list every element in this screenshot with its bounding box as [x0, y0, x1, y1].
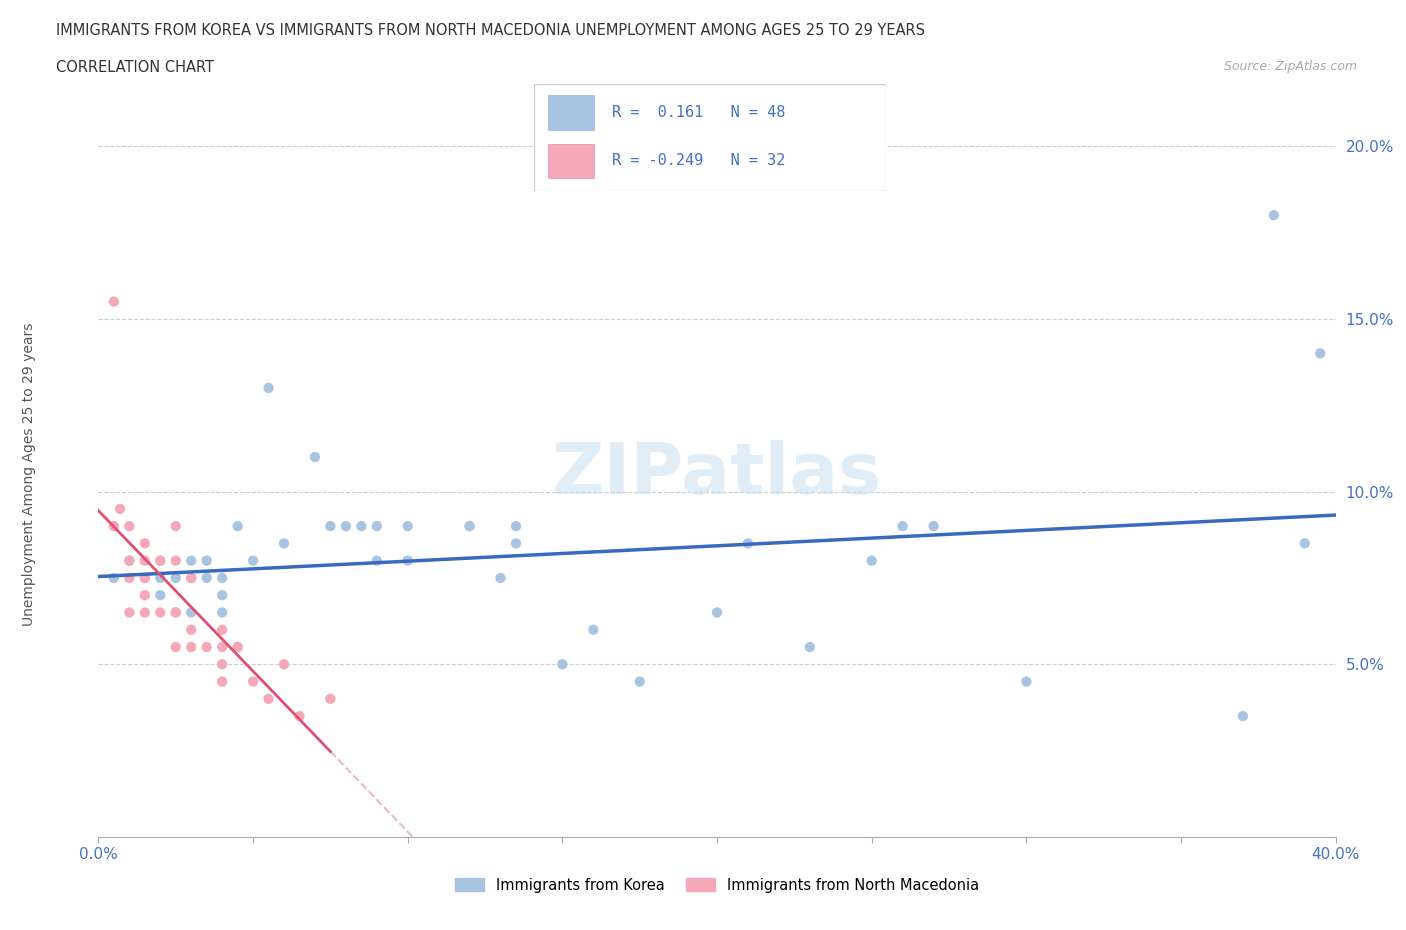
Point	[118, 570, 141, 585]
Text: IMMIGRANTS FROM KOREA VS IMMIGRANTS FROM NORTH MACEDONIA UNEMPLOYMENT AMONG AGES: IMMIGRANTS FROM KOREA VS IMMIGRANTS FROM…	[56, 23, 925, 38]
Bar	[548, 96, 593, 129]
Legend: Immigrants from Korea, Immigrants from North Macedonia: Immigrants from Korea, Immigrants from N…	[449, 872, 986, 898]
Point	[103, 294, 125, 309]
Point	[118, 605, 141, 620]
Point	[458, 519, 481, 534]
Point	[211, 570, 233, 585]
Point	[242, 553, 264, 568]
Text: R =  0.161   N = 48: R = 0.161 N = 48	[612, 105, 785, 120]
Point	[226, 640, 249, 655]
Point	[211, 640, 233, 655]
Point	[165, 519, 187, 534]
Point	[149, 605, 172, 620]
Point	[180, 570, 202, 585]
Point	[505, 536, 527, 551]
Point	[860, 553, 883, 568]
Point	[134, 605, 156, 620]
Point	[149, 553, 172, 568]
Point	[118, 519, 141, 534]
Text: R = -0.249   N = 32: R = -0.249 N = 32	[612, 153, 785, 168]
Point	[489, 570, 512, 585]
Point	[165, 553, 187, 568]
Point	[211, 657, 233, 671]
Text: Source: ZipAtlas.com: Source: ZipAtlas.com	[1223, 60, 1357, 73]
Point	[180, 570, 202, 585]
Point	[737, 536, 759, 551]
Point	[180, 622, 202, 637]
Point	[165, 605, 187, 620]
Text: ZIPatlas: ZIPatlas	[553, 440, 882, 509]
Point	[108, 501, 131, 516]
Point	[396, 553, 419, 568]
Point	[226, 640, 249, 655]
Point	[366, 519, 388, 534]
Point	[103, 570, 125, 585]
Point	[195, 640, 218, 655]
Point	[304, 449, 326, 464]
Point	[180, 605, 202, 620]
Point	[288, 709, 311, 724]
Point	[165, 570, 187, 585]
Point	[149, 588, 172, 603]
Point	[134, 588, 156, 603]
Point	[211, 588, 233, 603]
Point	[118, 553, 141, 568]
Y-axis label: Unemployment Among Ages 25 to 29 years: Unemployment Among Ages 25 to 29 years	[22, 323, 37, 626]
Text: CORRELATION CHART: CORRELATION CHART	[56, 60, 214, 75]
Point	[180, 553, 202, 568]
Point	[1015, 674, 1038, 689]
Bar	[548, 143, 593, 178]
Point	[242, 674, 264, 689]
Point	[273, 536, 295, 551]
Point	[1263, 207, 1285, 222]
Point	[103, 519, 125, 534]
Point	[350, 519, 373, 534]
Point	[335, 519, 357, 534]
Point	[319, 519, 342, 534]
Point	[134, 536, 156, 551]
Point	[118, 553, 141, 568]
Point	[458, 519, 481, 534]
Point	[582, 622, 605, 637]
Point	[211, 622, 233, 637]
Point	[211, 674, 233, 689]
Point	[628, 674, 651, 689]
Point	[134, 570, 156, 585]
Point	[226, 519, 249, 534]
Point	[366, 553, 388, 568]
Point	[551, 657, 574, 671]
Point	[706, 605, 728, 620]
Point	[257, 691, 280, 706]
Point	[1309, 346, 1331, 361]
Point	[273, 657, 295, 671]
Point	[195, 553, 218, 568]
Point	[165, 640, 187, 655]
Point	[134, 553, 156, 568]
Point	[257, 380, 280, 395]
Point	[149, 553, 172, 568]
Point	[891, 519, 914, 534]
Point	[799, 640, 821, 655]
Point	[134, 570, 156, 585]
Point	[505, 519, 527, 534]
Point	[1294, 536, 1316, 551]
FancyBboxPatch shape	[534, 84, 886, 191]
Point	[149, 570, 172, 585]
Point	[180, 640, 202, 655]
Point	[165, 605, 187, 620]
Point	[922, 519, 945, 534]
Point	[1232, 709, 1254, 724]
Point	[211, 605, 233, 620]
Point	[195, 570, 218, 585]
Point	[396, 519, 419, 534]
Point	[319, 691, 342, 706]
